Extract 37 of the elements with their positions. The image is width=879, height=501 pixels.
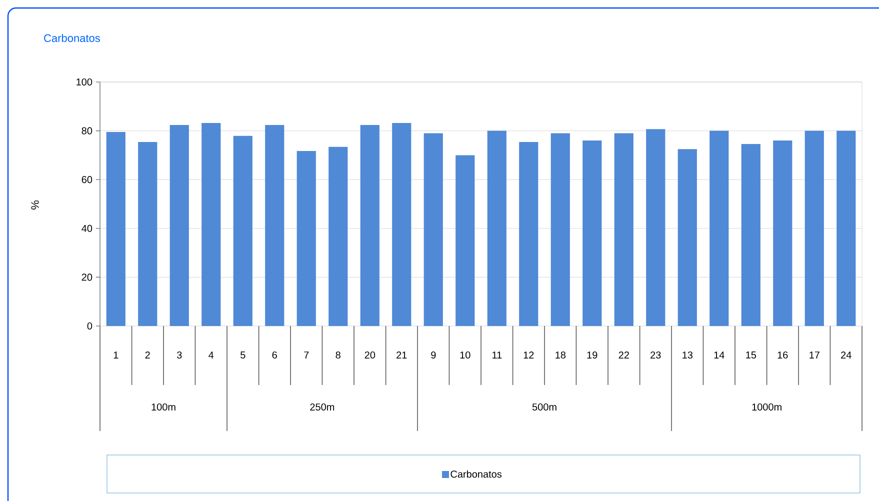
- x-tick-label: 17: [810, 352, 820, 358]
- x-tick-label: 15: [746, 352, 756, 358]
- text: 1000m: [752, 403, 782, 411]
- x-tick-label: 20: [364, 351, 376, 359]
- x-tick-label: 8: [336, 351, 340, 359]
- y-tick-label: 100: [76, 78, 92, 86]
- x-tick-label: 9: [431, 351, 436, 359]
- x-tick-label: 16: [778, 351, 788, 359]
- x-tick-label: 11: [492, 352, 502, 358]
- text: 500m: [532, 403, 556, 411]
- text: 100m: [152, 403, 176, 411]
- y-tick-label: 40: [82, 224, 92, 232]
- x-tick-label: 21: [396, 352, 407, 358]
- y-tick-label: 0: [87, 322, 92, 330]
- y-tick-label: 20: [82, 274, 92, 281]
- x-tick-label: 7: [304, 352, 309, 358]
- x-tick-label: 5: [240, 352, 246, 358]
- x-tick-label: 23: [650, 351, 661, 359]
- chart-title: Carbonatos: [44, 34, 100, 42]
- text: 250m: [310, 403, 334, 411]
- x-tick-label: 22: [618, 352, 629, 358]
- x-tick-label: 1: [114, 352, 118, 358]
- x-tick-label: 19: [587, 351, 598, 359]
- x-tick-label: 14: [714, 352, 724, 358]
- x-tick-label: 10: [460, 351, 470, 359]
- y-axis-title: %: [31, 200, 39, 210]
- x-tick-label: 4: [208, 352, 214, 358]
- x-tick-label: 18: [556, 351, 566, 359]
- x-tick-label: 13: [682, 351, 693, 359]
- x-tick-label: 6: [272, 351, 277, 359]
- x-tick-label: 2: [145, 352, 150, 358]
- y-tick-label: 80: [82, 127, 92, 134]
- x-tick-label: 24: [841, 352, 852, 358]
- x-tick-label: 12: [524, 352, 534, 358]
- y-tick-label: 60: [82, 176, 92, 184]
- x-tick-label: 3: [176, 351, 182, 359]
- legend-label: Carbonatos: [450, 470, 502, 478]
